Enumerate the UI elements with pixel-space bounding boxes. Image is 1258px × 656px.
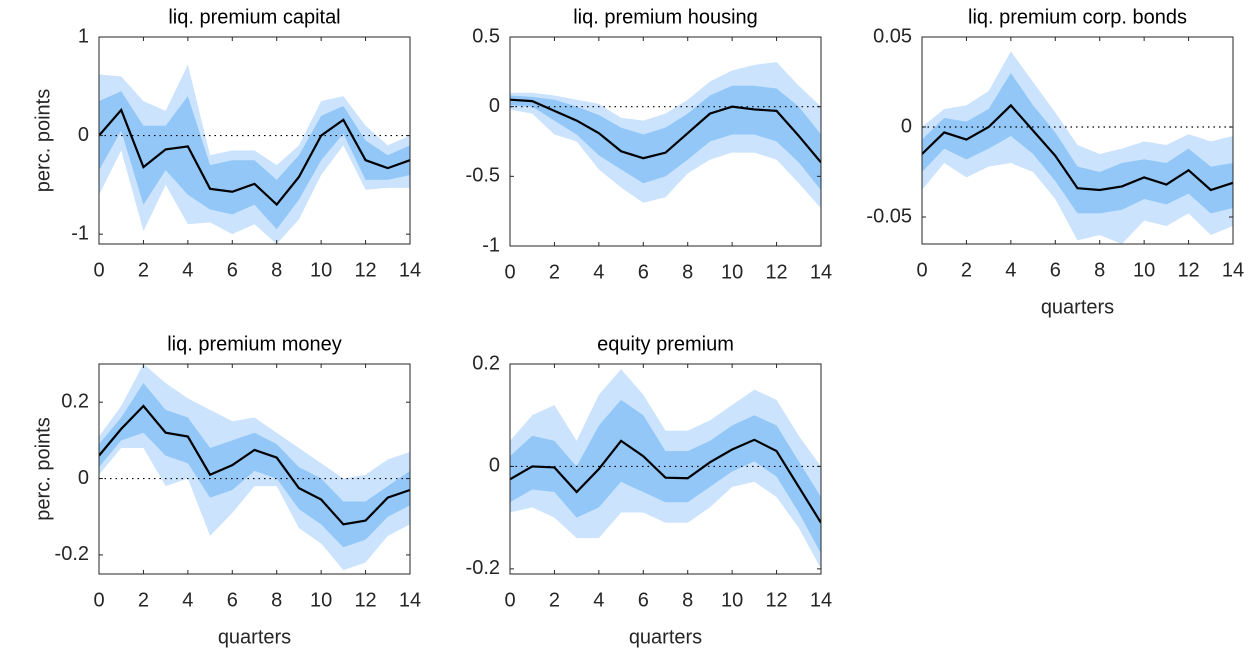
x-tick-label: 6 bbox=[1050, 259, 1061, 281]
x-tick-label: 2 bbox=[138, 589, 149, 611]
x-tick-label: 0 bbox=[504, 261, 515, 283]
x-axis-label: quarters bbox=[218, 626, 291, 648]
x-tick-label: 14 bbox=[399, 589, 421, 611]
band bbox=[99, 64, 410, 244]
x-tick-label: 6 bbox=[227, 259, 238, 281]
x-tick-label: 4 bbox=[182, 589, 193, 611]
subplot-title: equity premium bbox=[597, 333, 734, 355]
x-tick-label: 2 bbox=[138, 259, 149, 281]
x-tick-label: 8 bbox=[1094, 259, 1105, 281]
x-tick-label: 4 bbox=[593, 261, 604, 283]
x-tick-label: 8 bbox=[682, 589, 693, 611]
axes-box bbox=[509, 36, 822, 247]
x-tick-label: 14 bbox=[399, 259, 421, 281]
band bbox=[510, 85, 821, 191]
subplot-title: liq. premium capital bbox=[168, 6, 340, 28]
median-line bbox=[922, 103, 1233, 192]
y-axis-label: perc. points bbox=[32, 417, 54, 520]
x-tick-label: 12 bbox=[1177, 259, 1199, 281]
plot-area bbox=[922, 51, 1233, 244]
x-tick-label: 2 bbox=[961, 259, 972, 281]
x-tick-label: 10 bbox=[310, 589, 332, 611]
x-tick-label: 8 bbox=[682, 261, 693, 283]
x-tick-label: 10 bbox=[721, 589, 743, 611]
x-tick-label: 6 bbox=[638, 589, 649, 611]
x-axis-label: quarters bbox=[629, 626, 702, 648]
subplot-title: liq. premium corp. bonds bbox=[968, 6, 1187, 28]
axes-box bbox=[509, 363, 822, 575]
x-tick-label: 10 bbox=[1133, 259, 1155, 281]
y-tick-label: 0 bbox=[489, 455, 500, 477]
y-tick-label: 1 bbox=[78, 25, 89, 47]
y-tick-label: 0.2 bbox=[472, 352, 500, 374]
axes-box bbox=[98, 363, 411, 575]
median-line bbox=[99, 404, 410, 526]
band bbox=[99, 383, 410, 548]
y-tick-label: -0.5 bbox=[466, 165, 500, 187]
x-tick-label: 4 bbox=[1005, 259, 1016, 281]
x-tick-label: 0 bbox=[93, 589, 104, 611]
y-tick-label: -1 bbox=[71, 222, 89, 244]
median-line bbox=[510, 98, 821, 164]
subplot-title: liq. premium housing bbox=[573, 6, 758, 28]
x-tick-label: 6 bbox=[227, 589, 238, 611]
y-tick-label: -1 bbox=[482, 234, 500, 256]
median-line bbox=[99, 107, 410, 207]
x-tick-label: 10 bbox=[721, 261, 743, 283]
x-tick-label: 14 bbox=[1222, 259, 1244, 281]
x-tick-label: 2 bbox=[549, 261, 560, 283]
y-tick-label: 0.05 bbox=[873, 25, 912, 47]
subplot-title: liq. premium money bbox=[167, 333, 342, 355]
x-tick-label: 12 bbox=[354, 589, 376, 611]
band bbox=[922, 73, 1233, 214]
x-tick-label: 14 bbox=[810, 589, 832, 611]
x-tick-label: 0 bbox=[93, 259, 104, 281]
x-tick-label: 12 bbox=[765, 589, 787, 611]
plot-area bbox=[510, 369, 821, 569]
y-tick-label: 0 bbox=[78, 124, 89, 146]
x-tick-label: 4 bbox=[593, 589, 604, 611]
y-tick-label: 0 bbox=[901, 115, 912, 137]
x-tick-label: 14 bbox=[810, 261, 832, 283]
y-tick-label: -0.2 bbox=[55, 543, 89, 565]
x-tick-label: 12 bbox=[765, 261, 787, 283]
x-tick-label: 10 bbox=[310, 259, 332, 281]
x-axis-label: quarters bbox=[1041, 296, 1114, 318]
y-tick-label: -0.05 bbox=[866, 205, 912, 227]
x-tick-label: 8 bbox=[271, 589, 282, 611]
plot-area bbox=[99, 364, 410, 571]
x-tick-label: 0 bbox=[916, 259, 927, 281]
axes-box bbox=[98, 36, 411, 245]
x-tick-label: 4 bbox=[182, 259, 193, 281]
x-tick-label: 2 bbox=[549, 589, 560, 611]
subplot: 0 2 4 6 8 10 12 14 -0.05 0 0.05 liq. premium corp. … bbox=[866, 6, 1244, 318]
median-line bbox=[510, 438, 821, 524]
band bbox=[99, 91, 410, 230]
plot-area bbox=[99, 64, 410, 244]
x-tick-label: 6 bbox=[638, 261, 649, 283]
y-tick-label: 0 bbox=[78, 467, 89, 489]
subplot: 0 2 4 6 8 10 12 14 -1 -0.5 0 0.5 liq. premium housin… bbox=[466, 6, 833, 283]
y-axis-label: perc. points bbox=[32, 89, 54, 192]
x-tick-label: 0 bbox=[504, 589, 515, 611]
axes-box bbox=[921, 36, 1234, 245]
x-tick-label: 12 bbox=[354, 259, 376, 281]
y-tick-label: 0.2 bbox=[61, 390, 89, 412]
plot-area bbox=[510, 62, 821, 209]
y-tick-label: 0 bbox=[489, 95, 500, 117]
subplot: 0 2 4 6 8 10 12 14 -0.2 0 0.2 liq. premium money per… bbox=[32, 333, 421, 648]
x-tick-label: 8 bbox=[271, 259, 282, 281]
y-tick-label: -0.2 bbox=[466, 557, 500, 579]
y-tick-label: 0.5 bbox=[472, 25, 500, 47]
